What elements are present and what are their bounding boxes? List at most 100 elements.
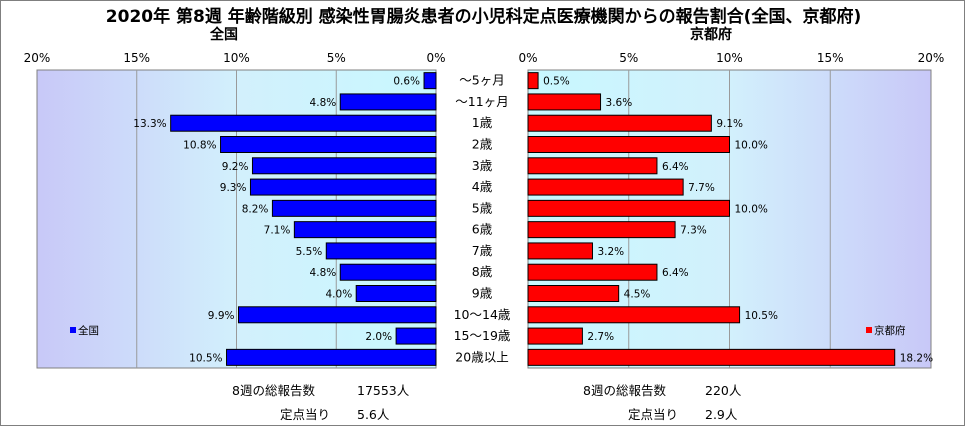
kyoto-data-label: 10.5% [745, 310, 778, 322]
national-bar [249, 178, 437, 196]
kyoto-bar [527, 242, 593, 260]
national-data-label: 7.1% [264, 225, 291, 237]
category-label: 2歳 [472, 137, 493, 152]
national-tick-label: 15% [123, 51, 150, 65]
national-tick-label: 10% [223, 51, 250, 65]
kyoto-bar [527, 199, 730, 217]
national-data-label: 10.8% [183, 140, 216, 152]
kyoto-tick-label: 0% [518, 51, 537, 65]
national-total-label: 8週の総報告数 [232, 383, 315, 398]
national-bar [355, 285, 437, 302]
kyoto-data-label: 9.1% [716, 118, 743, 130]
category-label: 4歳 [472, 179, 493, 194]
national-per-label: 定点当り [280, 407, 331, 422]
national-panel: 0% 5% 10% 15% 20% 0.6% 4.8% 13.3% 10.8% 9.2% 9.3% 8… [24, 51, 446, 369]
national-bar [395, 327, 437, 345]
category-label: 15～19歳 [454, 328, 511, 343]
national-bar [170, 114, 437, 132]
kyoto-data-label: 7.7% [688, 182, 715, 194]
kyoto-bar [527, 93, 602, 111]
kyoto-data-label: 7.3% [680, 225, 707, 237]
kyoto-data-label: 3.6% [606, 97, 633, 109]
kyoto-legend-label: 京都府 [874, 324, 906, 337]
national-data-label: 9.2% [222, 161, 249, 173]
panel-title-national: 全国 [210, 27, 238, 43]
national-bar [271, 199, 437, 217]
kyoto-data-label: 6.4% [662, 267, 689, 279]
kyoto-bar [527, 263, 658, 281]
national-legend-label: 全国 [78, 324, 99, 337]
category-label: 20歳以上 [455, 349, 508, 364]
national-bar [220, 136, 437, 153]
kyoto-per-label: 定点当り [628, 407, 679, 422]
chart-title: 2020年 第8週 年齢階級別 感染性胃腸炎患者の小児科定点医療機関からの報告割… [105, 7, 862, 27]
kyoto-bar [527, 221, 676, 239]
kyoto-data-label: 4.5% [624, 289, 651, 301]
category-label: ～11ヶ月 [455, 94, 508, 109]
national-bar [226, 348, 437, 366]
category-label: 9歳 [472, 286, 493, 301]
national-total-value: 17553人 [357, 383, 410, 398]
kyoto-total-value: 220人 [705, 383, 742, 398]
national-data-label: 10.5% [189, 352, 222, 364]
kyoto-per-value: 2.9人 [705, 407, 738, 422]
kyoto-panel: 0% 5% 10% 15% 20% 0.5% 3.6% 9.1% 10.0% 6.4% 7.7% 10… [518, 51, 945, 369]
national-data-label: 4.0% [326, 289, 353, 301]
kyoto-tick-label: 10% [716, 51, 743, 65]
kyoto-bar [527, 285, 620, 302]
kyoto-bar [527, 72, 539, 90]
national-bar [339, 263, 437, 281]
national-data-label: 0.6% [393, 76, 420, 88]
kyoto-tick-label: 15% [817, 51, 844, 65]
kyoto-tick-label: 20% [918, 51, 945, 65]
national-tick-label: 5% [327, 51, 346, 65]
national-bar [293, 221, 437, 239]
national-per-value: 5.6人 [357, 407, 390, 422]
national-bar [325, 242, 437, 260]
kyoto-bar [527, 114, 712, 132]
national-bar [423, 72, 437, 90]
category-labels: ～5ヶ月 ～11ヶ月 1歳 2歳 3歳 4歳 5歳 6歳 7歳 8歳 9歳 10～14歳 15～19歳 2… [454, 73, 511, 365]
kyoto-data-label: 2.7% [587, 331, 614, 343]
national-data-label: 4.8% [310, 97, 337, 109]
category-label: 1歳 [472, 115, 493, 130]
national-legend-swatch [70, 327, 76, 333]
kyoto-data-label: 3.2% [597, 246, 624, 258]
national-bar [237, 306, 437, 324]
national-bar [339, 93, 437, 111]
category-label: ～5ヶ月 [459, 73, 504, 88]
kyoto-bar [527, 348, 896, 366]
kyoto-data-label: 10.0% [735, 140, 768, 152]
category-label: 3歳 [472, 158, 493, 173]
national-data-label: 4.8% [310, 267, 337, 279]
category-label: 8歳 [472, 264, 493, 279]
national-tick-label: 0% [426, 51, 445, 65]
national-data-label: 13.3% [133, 118, 166, 130]
kyoto-data-label: 0.5% [543, 76, 570, 88]
category-label: 7歳 [472, 243, 493, 258]
kyoto-data-label: 6.4% [662, 161, 689, 173]
category-label: 5歳 [472, 200, 493, 215]
kyoto-total-label: 8週の総報告数 [583, 383, 666, 398]
kyoto-legend-swatch [866, 327, 872, 333]
national-data-label: 9.9% [208, 310, 235, 322]
national-bar [251, 157, 437, 175]
kyoto-bar [527, 136, 730, 153]
kyoto-data-label: 10.0% [735, 203, 768, 215]
kyoto-bar [527, 306, 741, 324]
category-label: 6歳 [472, 222, 493, 237]
kyoto-data-label: 18.2% [900, 352, 933, 364]
kyoto-bar [527, 178, 684, 196]
category-label: 10～14歳 [454, 307, 511, 322]
national-data-label: 2.0% [365, 331, 392, 343]
national-tick-label: 20% [24, 51, 51, 65]
national-data-label: 8.2% [242, 203, 269, 215]
kyoto-tick-label: 5% [619, 51, 638, 65]
panel-title-kyoto: 京都府 [690, 27, 732, 43]
national-data-label: 9.3% [220, 182, 247, 194]
kyoto-bar [527, 327, 583, 345]
national-data-label: 5.5% [296, 246, 323, 258]
kyoto-bar [527, 157, 658, 175]
